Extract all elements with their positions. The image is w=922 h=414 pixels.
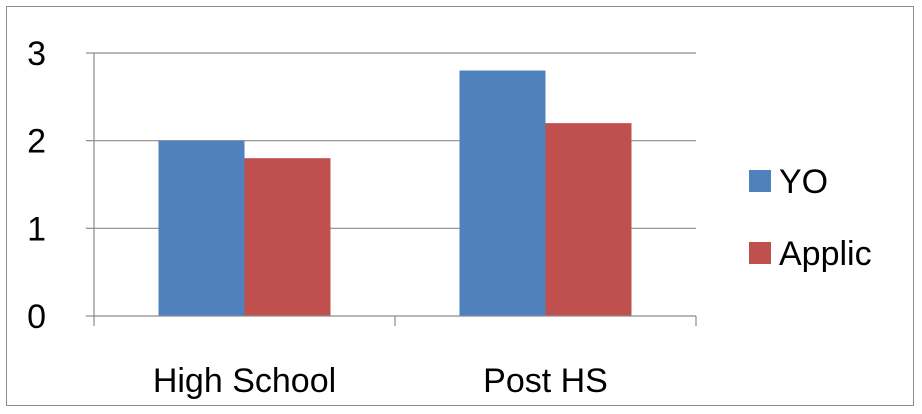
- legend: YO Applic: [749, 163, 872, 273]
- bar-applic-0: [244, 158, 331, 316]
- y-tick-label-0: 0: [27, 298, 46, 336]
- legend-label-applic: Applic: [779, 235, 872, 273]
- axes: [86, 52, 697, 326]
- bars: [158, 70, 632, 317]
- x-tick-label-0: High School: [153, 362, 336, 400]
- y-tick-label-1: 1: [27, 210, 46, 248]
- x-tick-label-1: Post HS: [483, 362, 608, 400]
- y-tick-label-2: 2: [27, 123, 46, 161]
- bar-applic-1: [545, 123, 632, 316]
- legend-swatch-applic: [749, 242, 771, 264]
- bar-yo-1: [459, 70, 546, 317]
- x-tick-labels: High School Post HS: [153, 362, 608, 400]
- y-tick-labels: 0 1 2 3: [27, 35, 46, 336]
- y-tick-label-3: 3: [27, 35, 46, 73]
- legend-swatch-yo: [749, 170, 771, 192]
- legend-label-yo: YO: [779, 163, 828, 201]
- bar-yo-0: [158, 140, 245, 316]
